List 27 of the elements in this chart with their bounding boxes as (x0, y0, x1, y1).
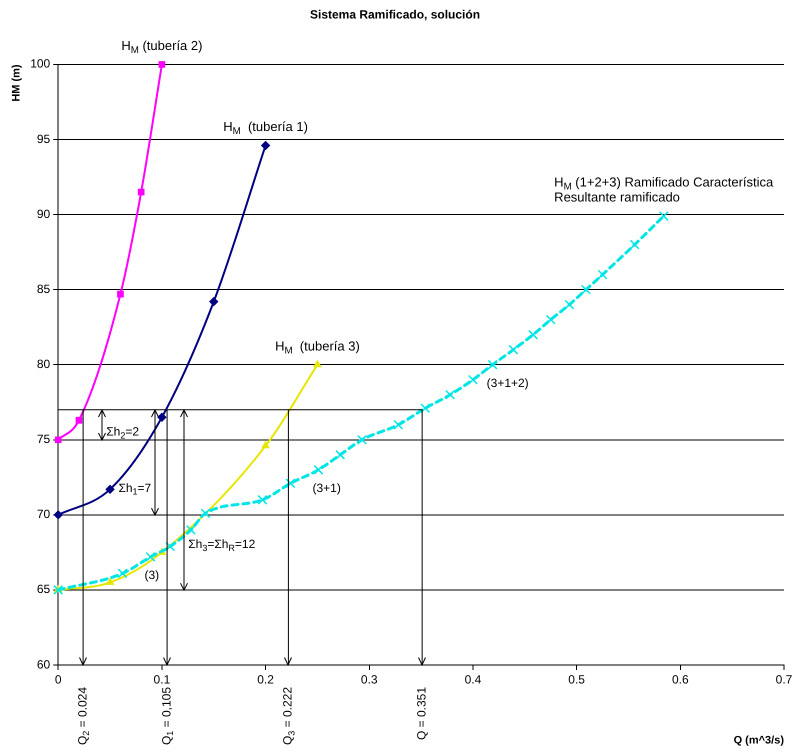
ref-line-label: Q = 0.351 (414, 686, 428, 740)
ref-line-label: Q1 = 0,105 (159, 686, 176, 746)
chart-title: Sistema Ramificado, solución (310, 8, 480, 22)
y-tick-label: 90 (36, 206, 51, 221)
y-tick-label: 95 (36, 132, 51, 146)
y-tick-label: 65 (36, 582, 51, 596)
y-tick-label: 85 (36, 282, 51, 296)
y-tick-label: 75 (36, 432, 51, 446)
x-tick-label: 0.3 (360, 672, 378, 687)
annotation: (3+1) (312, 481, 341, 496)
y-axis-title: HM (m) (10, 64, 23, 102)
y-tick-label: 80 (36, 357, 51, 372)
x-tick-label: 0.4 (464, 672, 482, 687)
ref-line-label: Q3 = 0.222 (280, 686, 296, 746)
annotation: (3) (144, 568, 160, 582)
x-axis-title: Q (m^3/s) (734, 734, 784, 746)
annotation: (3+1+2) (486, 376, 529, 390)
y-tick-label: 60 (36, 657, 51, 672)
y-tick-label: 70 (36, 507, 51, 522)
x-tick-label: 0.6 (672, 672, 689, 687)
x-tick-label: 0 (54, 672, 62, 687)
x-tick-label: 0.7 (776, 672, 793, 687)
y-tick-label: 100 (30, 56, 51, 71)
x-tick-label: 0.1 (154, 672, 171, 687)
ref-line-label: Q2 = 0.024 (75, 686, 92, 746)
x-tick-label: 0.5 (568, 672, 586, 687)
x-tick-label: 0.2 (257, 672, 274, 687)
